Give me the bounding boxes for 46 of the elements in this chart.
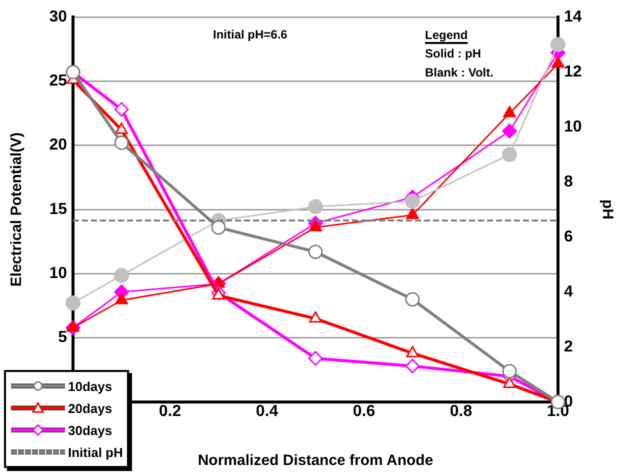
y-tick-label: 25 (49, 72, 68, 90)
x-axis-title: Normalized Distance from Anode (198, 452, 434, 470)
point (502, 147, 517, 162)
point (308, 244, 323, 260)
legend-label: 20days (68, 400, 112, 416)
x-tick-label: 0.6 (352, 403, 376, 420)
y-tick-label: 15 (49, 200, 68, 218)
y2-tick-label: 6 (564, 228, 573, 246)
legend-label: Initial pH (68, 444, 123, 460)
y2-tick-label: 12 (564, 63, 582, 80)
point (114, 136, 129, 150)
y2-tick-label: 8 (564, 173, 573, 190)
point (502, 364, 517, 378)
point (406, 346, 419, 358)
y2-tick-label: 4 (564, 283, 573, 300)
y2-tick-label: 14 (564, 8, 582, 26)
y2-axis-title: pH (598, 200, 616, 220)
point (502, 124, 517, 139)
y-axis-title: Electrical Potential(V) (8, 132, 26, 287)
legend-label: 30days (68, 422, 112, 438)
point (405, 194, 420, 209)
point (114, 102, 129, 117)
point (308, 351, 323, 366)
annotation: Legend (425, 27, 468, 43)
annotation: Solid : pH (425, 46, 481, 60)
point (503, 376, 516, 388)
y2-tick-label: 2 (564, 338, 573, 356)
point (211, 220, 226, 235)
point (550, 37, 566, 52)
x-tick-label: 0.2 (158, 403, 182, 420)
legend-label: 10days (68, 378, 112, 394)
point (405, 358, 420, 374)
annotation: Blank : Volt. (425, 65, 494, 80)
y-tick-label: 5 (58, 329, 68, 346)
y-tick-label: 20 (49, 136, 68, 154)
point (405, 292, 420, 307)
y-tick-label: 30 (49, 8, 68, 26)
x-tick-label: 0.4 (256, 403, 278, 420)
point (114, 268, 129, 283)
x-tick-label: 0.8 (450, 403, 472, 420)
point (309, 311, 322, 323)
point (66, 296, 80, 310)
y2-tick-label: 10 (564, 118, 582, 136)
point (308, 199, 323, 214)
y-tick-label: 10 (49, 265, 68, 282)
annotation: Initial pH=6.6 (213, 27, 288, 42)
